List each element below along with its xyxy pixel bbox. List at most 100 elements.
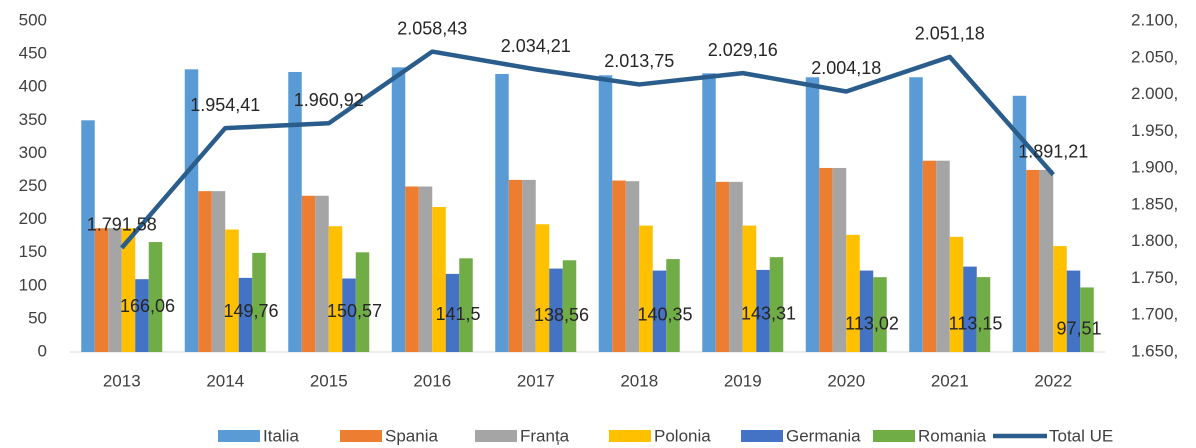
bar <box>909 77 923 353</box>
bar <box>495 73 509 353</box>
bar <box>225 229 239 352</box>
bar <box>342 278 356 352</box>
bar <box>108 228 122 352</box>
data-label: 2.058,43 <box>397 18 467 38</box>
x-tick-label: 2022 <box>1034 371 1072 390</box>
y2-tick-label: 2.000, <box>1131 84 1178 103</box>
legend-label: Total UE <box>1049 426 1113 445</box>
y2-tick-label: 1.800, <box>1131 231 1178 250</box>
bar <box>1012 95 1027 352</box>
legend-swatch <box>340 430 382 442</box>
y-tick-label: 50 <box>28 308 47 327</box>
data-label: 97,51 <box>1056 318 1101 338</box>
bar <box>445 273 460 352</box>
x-tick-label: 2016 <box>413 371 451 390</box>
legend-label: Italia <box>263 426 299 445</box>
bar <box>184 69 199 353</box>
data-label: 143,31 <box>741 303 796 323</box>
bar <box>1026 169 1040 352</box>
bar <box>252 252 266 352</box>
bar <box>418 186 433 352</box>
bar <box>819 167 833 352</box>
y-tick-label: 100 <box>19 275 47 294</box>
data-label: 2.029,16 <box>708 40 778 60</box>
bar <box>963 266 977 352</box>
bar <box>846 234 860 352</box>
legend-label: Germania <box>786 426 861 445</box>
bar <box>288 71 302 352</box>
bar <box>805 77 820 353</box>
bar <box>355 252 370 352</box>
legend-label: Romania <box>918 426 987 445</box>
data-label: 1.891,21 <box>1018 141 1088 161</box>
bar <box>625 181 640 352</box>
bar <box>1053 246 1067 352</box>
legend-swatch <box>609 430 651 442</box>
x-tick-label: 2020 <box>827 371 865 390</box>
bar <box>198 191 212 352</box>
bar <box>549 268 563 352</box>
data-label: 2.051,18 <box>915 24 985 44</box>
data-label: 149,76 <box>223 301 278 321</box>
x-tick-label: 2019 <box>724 371 762 390</box>
data-label: 138,56 <box>534 305 589 325</box>
data-label: 166,06 <box>120 296 175 316</box>
y2-tick-label: 2.050, <box>1131 47 1178 66</box>
y2-tick-label: 1.850, <box>1131 194 1178 213</box>
bar <box>873 277 887 352</box>
bar <box>328 226 343 352</box>
data-label: 2.004,18 <box>811 58 881 78</box>
bar <box>639 225 653 352</box>
data-label: 150,57 <box>327 301 382 321</box>
y2-tick-label: 1.950, <box>1131 121 1178 140</box>
bar <box>612 180 626 352</box>
legend-label: Spania <box>385 426 438 445</box>
y2-tick-label: 2.100, <box>1131 10 1178 29</box>
y-tick-label: 400 <box>19 77 47 96</box>
legend-swatch <box>218 430 260 442</box>
y2-tick-label: 1.750, <box>1131 268 1178 287</box>
bar <box>949 236 964 352</box>
bar <box>211 191 226 352</box>
bar <box>769 257 784 352</box>
bar <box>135 279 149 352</box>
bar <box>148 242 163 352</box>
y-tick-label: 350 <box>19 110 47 129</box>
bar <box>94 228 109 352</box>
bar <box>432 207 446 352</box>
x-tick-label: 2017 <box>517 371 555 390</box>
y-tick-label: 500 <box>19 10 47 29</box>
bar <box>976 277 991 352</box>
bar <box>1080 287 1094 352</box>
y-tick-label: 300 <box>19 143 47 162</box>
bar <box>936 160 950 352</box>
bar <box>522 179 536 352</box>
data-label: 141,5 <box>435 304 480 324</box>
y-tick-label: 250 <box>19 176 47 195</box>
y-tick-label: 450 <box>19 44 47 63</box>
bar <box>702 73 716 352</box>
data-label: 113,15 <box>949 313 1003 333</box>
bar <box>715 181 730 352</box>
bar <box>756 269 770 352</box>
bar <box>315 195 329 352</box>
data-label: 113,02 <box>845 313 899 333</box>
legend-label: Polonia <box>654 426 711 445</box>
bar <box>535 224 550 352</box>
bar <box>859 270 874 352</box>
y2-tick-label: 1.900, <box>1131 158 1178 177</box>
y2-tick-label: 1.650, <box>1131 341 1178 360</box>
bar <box>1066 270 1081 352</box>
x-tick-label: 2015 <box>310 371 348 390</box>
bar <box>1039 169 1054 352</box>
bar <box>742 225 757 352</box>
legend-swatch <box>741 430 783 442</box>
bar <box>666 259 680 352</box>
bar <box>459 258 473 352</box>
bar <box>729 181 743 352</box>
x-tick-label: 2014 <box>206 371 244 390</box>
data-label: 1.791,58 <box>87 215 157 235</box>
data-label: 2.034,21 <box>501 36 571 56</box>
y-tick-label: 0 <box>38 341 47 360</box>
